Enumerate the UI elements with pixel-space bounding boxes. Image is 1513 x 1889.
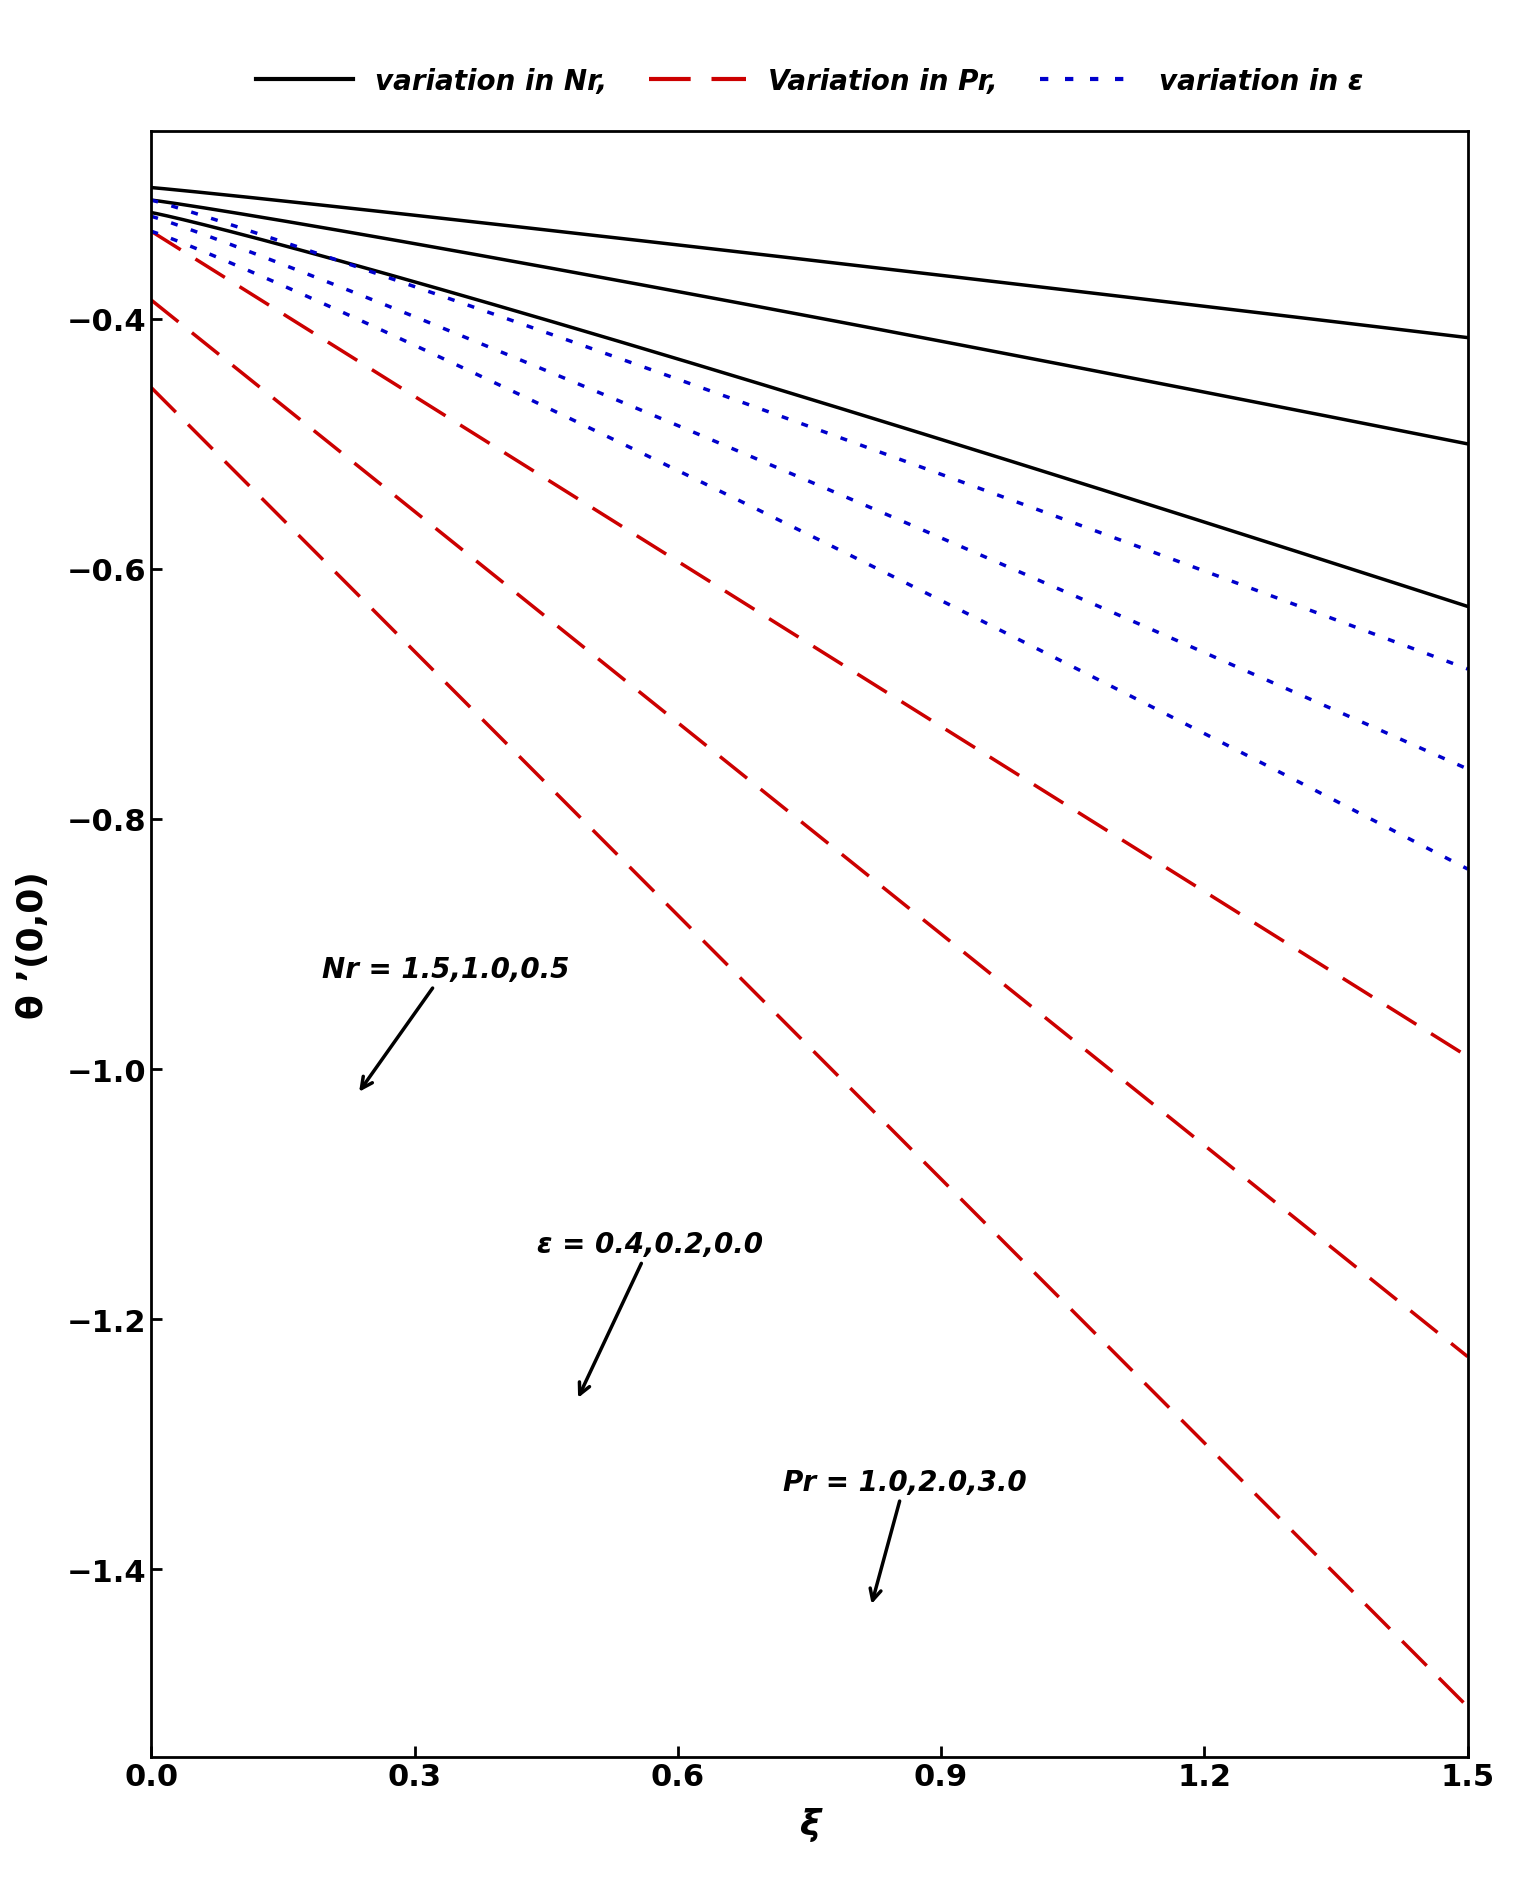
Text: Pr = 1.0,2.0,3.0: Pr = 1.0,2.0,3.0 <box>784 1468 1027 1600</box>
Text: Nr = 1.5,1.0,0.5: Nr = 1.5,1.0,0.5 <box>322 956 570 1090</box>
Y-axis label: θ ’(0,0): θ ’(0,0) <box>17 871 50 1018</box>
Legend: variation in Nr,, Variation in Pr,, variation in ε: variation in Nr,, Variation in Pr,, vari… <box>245 57 1374 108</box>
Text: ε = 0.4,0.2,0.0: ε = 0.4,0.2,0.0 <box>537 1230 764 1394</box>
X-axis label: ξ: ξ <box>799 1808 820 1842</box>
